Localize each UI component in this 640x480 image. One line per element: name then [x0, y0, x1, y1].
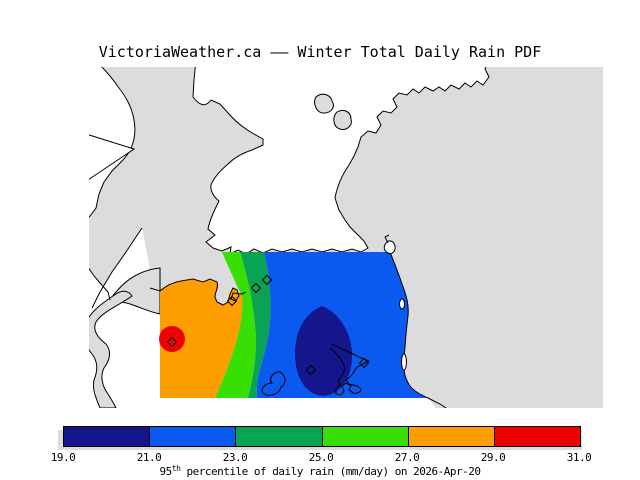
contour-band-green — [215, 252, 256, 398]
colorbar — [63, 426, 581, 447]
station-diamond-marker — [358, 357, 370, 369]
plot-title: VictoriaWeather.ca –– Winter Total Daily… — [98, 43, 542, 61]
caption-text: percentile of daily rain (mm/day) on 202… — [180, 465, 481, 478]
colorbar-tick-label: 23.0 — [222, 451, 248, 464]
island — [314, 93, 334, 114]
colorbar-cell-2 — [235, 427, 322, 446]
inlet-channel-lower — [89, 290, 133, 408]
island — [333, 109, 352, 130]
colorbar-cell-3 — [321, 427, 408, 446]
colorbar-tick-label: 19.0 — [50, 451, 76, 464]
colorbar-tick-label: 25.0 — [308, 451, 334, 464]
shore-islet — [401, 353, 407, 371]
coastline-west — [89, 67, 136, 301]
colorbar-tick-label: 31.0 — [566, 451, 592, 464]
colorbar-caption: 95th percentile of daily rain (mm/day) o… — [0, 464, 640, 478]
colorbar-cell-0 — [64, 427, 150, 446]
harbour-outline — [329, 343, 371, 396]
contour-core-navy — [294, 306, 353, 396]
colorbar-tick-label: 29.0 — [480, 451, 506, 464]
coastline-wedge — [89, 134, 136, 180]
south-water-area — [89, 228, 436, 408]
contour-core-red — [159, 326, 185, 352]
colorbar-cell-1 — [149, 427, 236, 446]
station-diamond-marker — [305, 364, 317, 376]
coastline-east — [389, 251, 447, 408]
station-diamond-marker — [226, 295, 238, 307]
coastline-notch-island — [383, 240, 396, 254]
shore-islet — [399, 298, 405, 310]
station-markers — [166, 274, 370, 376]
harbour-outline-small — [261, 371, 286, 396]
central-water-region — [192, 67, 490, 255]
colorbar-tick-label: 21.0 — [136, 451, 162, 464]
station-diamond-marker — [250, 282, 262, 294]
contour-band-seagreen — [240, 252, 271, 398]
coastline-orange-top — [149, 278, 247, 306]
station-diamond-marker — [261, 274, 273, 286]
colorbar-tick-labels: 19.0 21.0 23.0 25.0 27.0 29.0 31.0 — [0, 451, 640, 465]
contour-band-orange — [160, 279, 243, 398]
coastline-southwest — [91, 227, 143, 309]
coastline-notch-spike — [384, 234, 390, 244]
caption-superscript: th — [171, 464, 181, 473]
caption-number: 95 — [159, 465, 173, 478]
station-diamond-marker — [166, 336, 178, 348]
colorbar-cell-4 — [407, 427, 494, 446]
colorbar-cell-5 — [493, 427, 581, 446]
colorbar-tick-label: 27.0 — [394, 451, 420, 464]
